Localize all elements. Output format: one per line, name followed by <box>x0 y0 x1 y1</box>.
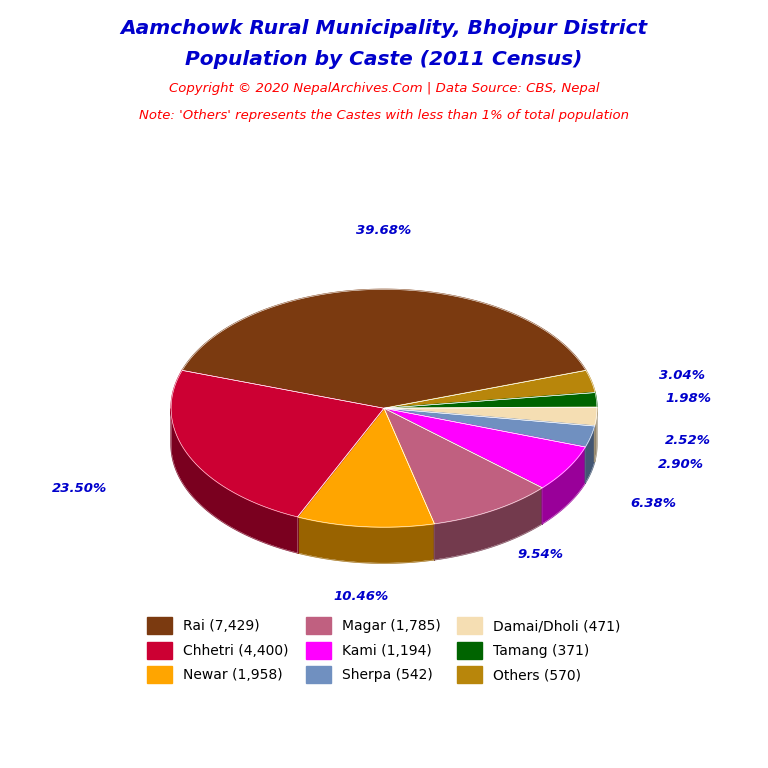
Text: 2.52%: 2.52% <box>665 434 711 447</box>
Text: 23.50%: 23.50% <box>52 482 108 495</box>
Polygon shape <box>542 447 585 524</box>
Text: 6.38%: 6.38% <box>630 497 676 510</box>
Polygon shape <box>182 290 586 409</box>
Polygon shape <box>384 392 597 409</box>
Text: 3.04%: 3.04% <box>659 369 705 382</box>
Polygon shape <box>384 409 594 447</box>
Text: 1.98%: 1.98% <box>665 392 711 405</box>
Polygon shape <box>384 370 595 409</box>
Polygon shape <box>384 407 597 426</box>
Polygon shape <box>297 409 435 527</box>
Text: Copyright © 2020 NepalArchives.Com | Data Source: CBS, Nepal: Copyright © 2020 NepalArchives.Com | Dat… <box>169 82 599 95</box>
Text: 39.68%: 39.68% <box>356 223 412 237</box>
Polygon shape <box>585 426 594 483</box>
Polygon shape <box>435 488 542 560</box>
Polygon shape <box>297 517 435 563</box>
Text: Aamchowk Rural Municipality, Bhojpur District: Aamchowk Rural Municipality, Bhojpur Dis… <box>121 19 647 38</box>
Legend: Rai (7,429), Chhetri (4,400), Newar (1,958), Magar (1,785), Kami (1,194), Sherpa: Rai (7,429), Chhetri (4,400), Newar (1,9… <box>142 611 626 689</box>
Polygon shape <box>171 409 297 553</box>
Polygon shape <box>384 409 585 488</box>
Text: 2.90%: 2.90% <box>658 458 704 471</box>
Text: Population by Caste (2011 Census): Population by Caste (2011 Census) <box>185 50 583 69</box>
Polygon shape <box>384 409 542 524</box>
Text: 9.54%: 9.54% <box>517 548 563 561</box>
Text: Note: 'Others' represents the Castes with less than 1% of total population: Note: 'Others' represents the Castes wit… <box>139 109 629 122</box>
Text: 10.46%: 10.46% <box>333 590 389 603</box>
Polygon shape <box>594 409 597 462</box>
Polygon shape <box>171 370 384 517</box>
